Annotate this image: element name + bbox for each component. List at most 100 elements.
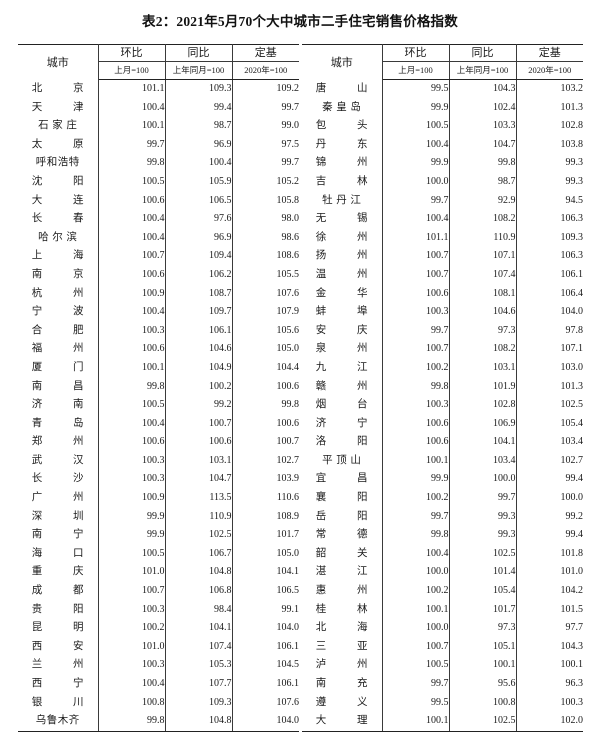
table-row: 宁波 100.4 109.7 107.9 蚌埠 100.3 104.6 104.0 bbox=[18, 303, 583, 322]
base-value-left: 106.1 bbox=[276, 640, 300, 652]
yoy-value-right: 104.6 bbox=[449, 303, 517, 322]
city-name-right: 宜昌 bbox=[302, 470, 383, 490]
yoy-value-left: 100.6 bbox=[165, 433, 233, 452]
city-name-left: 济南 bbox=[18, 396, 99, 415]
mom-value-right: 99.7 bbox=[382, 321, 450, 341]
city-name-right: 惠州 bbox=[302, 582, 383, 601]
table-row: 长沙 100.3 104.7 103.9 宜昌 99.9 100.0 99.4 bbox=[18, 470, 584, 490]
base-value-right: 104.0 bbox=[560, 306, 584, 318]
yoy-value-left: 104.8 bbox=[165, 563, 233, 583]
column-divider bbox=[299, 637, 302, 657]
city-name-right: 泸州 bbox=[302, 656, 383, 675]
table-row: 厦门 100.1 104.9 104.4 九江 100.2 103.1 103.0 bbox=[18, 358, 584, 378]
base-value-right: 101.0 bbox=[560, 566, 584, 578]
base-value-right: 103.0 bbox=[560, 361, 584, 373]
yoy-value-right: 106.9 bbox=[449, 414, 517, 434]
city-name-left: 福州 bbox=[18, 340, 99, 359]
mom-value-right: 100.2 bbox=[382, 489, 450, 508]
base-value-left: 100.7 bbox=[276, 436, 300, 448]
base-value-right: 99.4 bbox=[565, 529, 584, 541]
base-value-left: 99.0 bbox=[281, 120, 300, 132]
table-row: 合肥 100.3 106.1 105.6 安庆 99.7 97.3 97.8 bbox=[18, 321, 583, 341]
base-value-right: 106.4 bbox=[560, 287, 584, 299]
yoy-value-right: 99.8 bbox=[449, 154, 517, 173]
city-name-right: 洛阳 bbox=[302, 433, 383, 452]
base-value-left: 104.0 bbox=[276, 622, 300, 634]
price-index-table: 城市 环比 同比 定基 城市 环比 同比 定基 上月=100 上年同月=100 … bbox=[18, 44, 583, 732]
city-name-right: 泉州 bbox=[302, 340, 383, 359]
table-row: 青岛 100.4 100.7 100.6 济宁 100.6 106.9 105.4 bbox=[18, 414, 583, 434]
yoy-value-left: 96.9 bbox=[165, 135, 233, 155]
city-name-right: 锦州 bbox=[302, 154, 383, 173]
base-value-left: 108.6 bbox=[276, 250, 300, 262]
yoy-value-right: 105.1 bbox=[449, 637, 517, 657]
base-value-left: 105.8 bbox=[276, 194, 300, 206]
city-name-left: 太原 bbox=[18, 135, 99, 155]
city-name-left: 成都 bbox=[18, 582, 99, 601]
yoy-value-left: 100.4 bbox=[165, 154, 233, 173]
mom-value-right: 100.0 bbox=[382, 563, 450, 583]
mom-value-right: 99.7 bbox=[382, 507, 450, 527]
mom-value-left: 100.6 bbox=[98, 433, 166, 452]
base-value-left: 105.2 bbox=[276, 175, 300, 187]
base-value-right: 99.4 bbox=[565, 473, 584, 485]
yoy-value-right: 108.2 bbox=[449, 340, 517, 359]
yoy-value-right: 101.4 bbox=[449, 563, 517, 583]
table-row: 长春 100.4 97.6 98.0 无锡 100.4 108.2 106.3 bbox=[18, 210, 583, 229]
column-divider bbox=[299, 433, 302, 452]
yoy-value-right: 110.9 bbox=[449, 228, 517, 248]
yoy-value-right: 107.4 bbox=[449, 265, 517, 285]
city-name-right: 平 顶 山 bbox=[302, 451, 383, 471]
base-value-right: 99.2 bbox=[565, 510, 584, 522]
mom-value-left: 99.8 bbox=[98, 712, 166, 732]
table-row: 海口 100.5 106.7 105.0 韶关 100.4 102.5 101.8 bbox=[18, 544, 583, 564]
column-divider bbox=[299, 656, 302, 675]
header-base-yoy-right: 上年同月=100 bbox=[449, 61, 517, 80]
city-name-left: 大连 bbox=[18, 191, 99, 211]
mom-value-left: 99.7 bbox=[98, 135, 166, 155]
yoy-value-left: 109.4 bbox=[165, 247, 233, 266]
mom-value-left: 99.8 bbox=[98, 154, 166, 173]
mom-value-right: 100.4 bbox=[382, 544, 450, 564]
base-value-left: 100.6 bbox=[276, 380, 300, 392]
table-row: 济南 100.5 99.2 99.8 烟台 100.3 102.8 102.5 bbox=[18, 396, 583, 415]
base-value-left: 104.0 bbox=[232, 712, 299, 732]
city-name-right: 九江 bbox=[302, 358, 383, 378]
table-row: 南宁 99.9 102.5 101.7 常德 99.8 99.3 99.4 bbox=[18, 526, 583, 545]
yoy-value-left: 106.5 bbox=[165, 191, 233, 211]
header-row-bases: 上月=100 上年同月=100 2020年=100 上月=100 上年同月=10… bbox=[18, 61, 583, 80]
city-name-left: 哈 尔 滨 bbox=[18, 228, 99, 248]
mom-value-left: 100.8 bbox=[98, 693, 166, 713]
city-name-left: 兰州 bbox=[18, 656, 99, 675]
table-row: 北京 101.1 109.3 109.2 唐山 99.5 104.3 103.2 bbox=[18, 79, 583, 99]
base-value-right: 100.0 bbox=[560, 492, 584, 504]
column-divider bbox=[299, 79, 302, 99]
mom-value-right: 100.6 bbox=[382, 284, 450, 304]
mom-value-right: 100.3 bbox=[382, 396, 450, 415]
yoy-value-right: 108.1 bbox=[449, 284, 517, 304]
header-group-yoy-right: 同比 bbox=[449, 44, 517, 62]
mom-value-left: 99.8 bbox=[98, 377, 166, 397]
mom-value-left: 100.6 bbox=[98, 191, 166, 211]
mom-value-left: 100.3 bbox=[98, 451, 166, 471]
mom-value-right: 100.6 bbox=[382, 433, 450, 452]
base-value-left: 102.7 bbox=[276, 454, 300, 466]
column-divider bbox=[299, 377, 302, 397]
yoy-value-left: 104.6 bbox=[165, 340, 233, 359]
base-value-left: 107.6 bbox=[276, 287, 300, 299]
yoy-value-right: 102.8 bbox=[449, 396, 517, 415]
city-name-left: 上海 bbox=[18, 247, 99, 266]
table-row: 重庆 101.0 104.8 104.1 湛江 100.0 101.4 101.0 bbox=[18, 563, 584, 583]
base-value-right: 100.3 bbox=[560, 696, 584, 708]
city-name-right: 湛江 bbox=[302, 563, 383, 583]
city-name-right: 扬州 bbox=[302, 247, 383, 266]
yoy-value-right: 103.4 bbox=[449, 451, 517, 471]
base-value-right: 97.7 bbox=[565, 622, 584, 634]
yoy-value-left: 104.1 bbox=[165, 619, 233, 638]
header-group-mom-right: 环比 bbox=[382, 44, 450, 62]
city-name-left: 乌鲁木齐 bbox=[18, 712, 99, 732]
mom-value-right: 99.5 bbox=[382, 79, 450, 99]
city-name-right: 岳阳 bbox=[302, 507, 383, 527]
yoy-value-left: 109.3 bbox=[165, 693, 233, 713]
document-page: 表2：2021年5月70个大中城市二手住宅销售价格指数 城市 环比 同比 定基 … bbox=[18, 14, 583, 732]
